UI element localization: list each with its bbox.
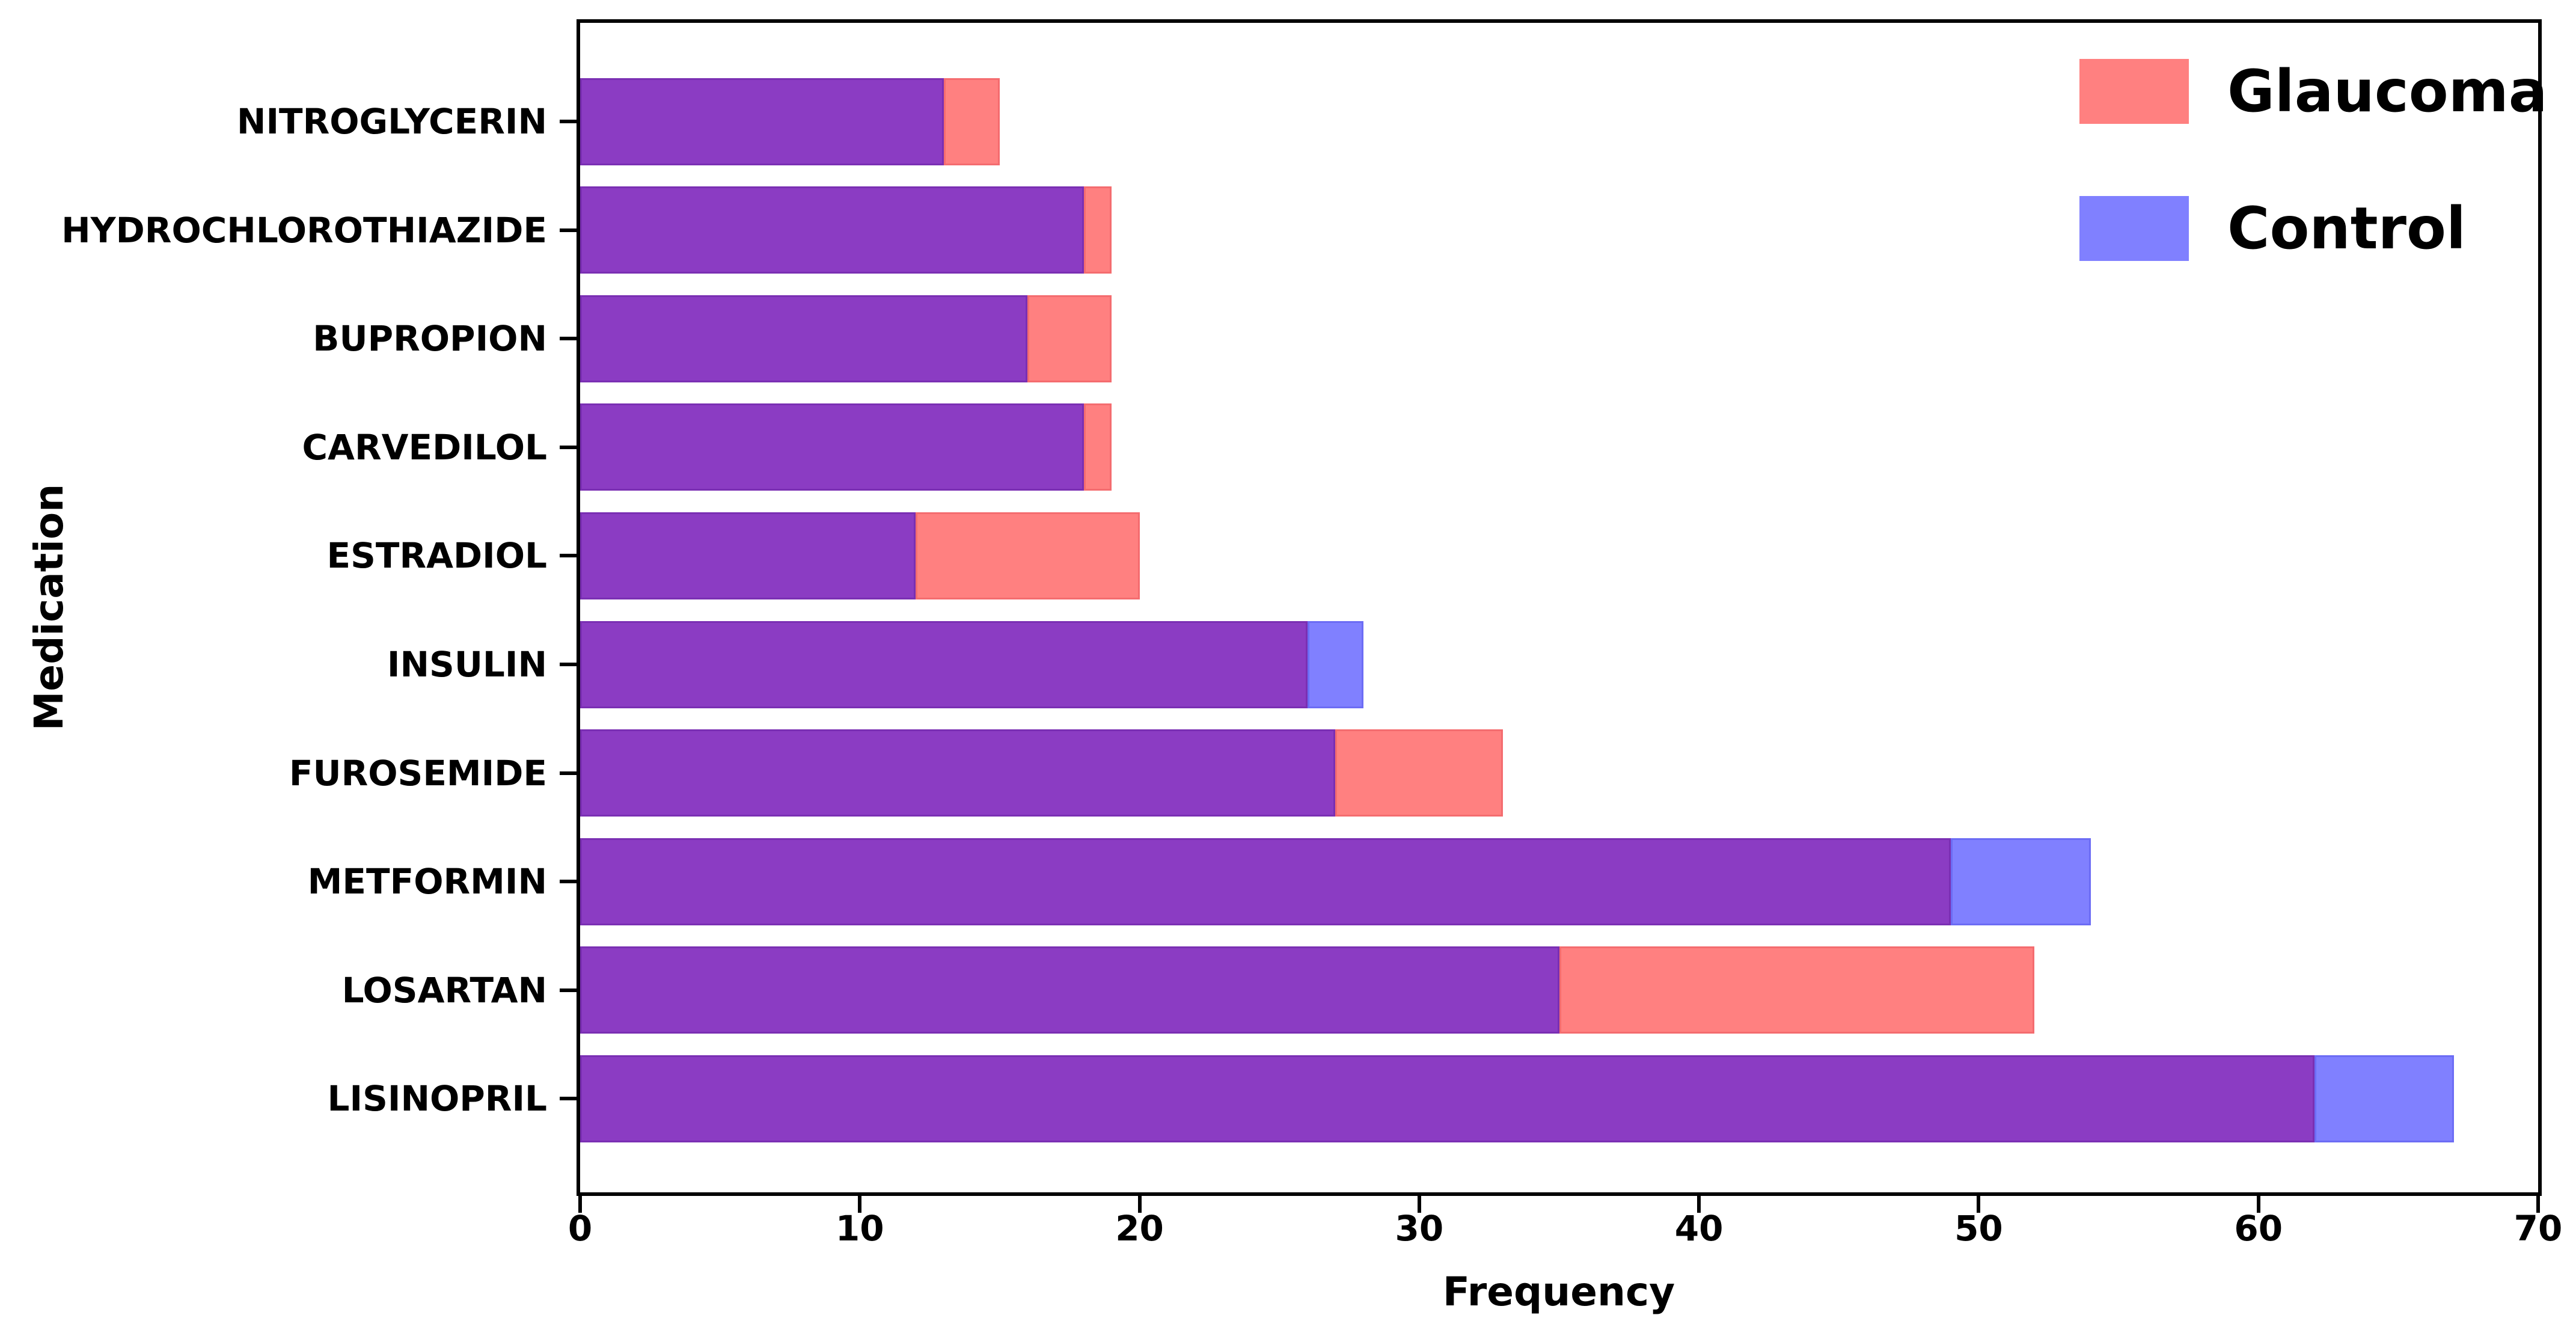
y-tick: [560, 663, 577, 666]
x-tick: [2256, 1196, 2260, 1213]
x-tick-label: 0: [568, 1208, 593, 1249]
category-label-bupropion: BUPROPION: [313, 318, 547, 360]
y-tick: [560, 880, 577, 884]
bar-segment-glaucoma: [1027, 295, 1112, 382]
bar-estradiol: [580, 512, 1140, 599]
category-label-insulin: INSULIN: [387, 644, 547, 685]
y-axis-title: Medication: [26, 483, 72, 731]
category-label-estradiol: ESTRADIOL: [326, 535, 548, 577]
category-label-losartan: LOSARTAN: [341, 969, 547, 1011]
bar-segment-overlap: [580, 403, 1084, 491]
bar-segment-overlap: [580, 78, 944, 165]
bar-segment-glaucoma: [1559, 946, 2035, 1034]
x-tick: [1417, 1196, 1421, 1213]
bar-segment-overlap: [580, 1055, 2314, 1142]
bar-nitroglycerin: [580, 78, 1000, 165]
x-tick: [858, 1196, 862, 1213]
bar-insulin: [580, 621, 1363, 708]
x-tick: [1977, 1196, 1981, 1213]
y-tick: [560, 1097, 577, 1101]
bar-segment-overlap: [580, 621, 1308, 708]
bar-carvedilol: [580, 403, 1112, 491]
bar-segment-overlap: [580, 295, 1028, 382]
legend-swatch-control: [2079, 196, 2189, 261]
bar-segment-control: [1950, 838, 2091, 925]
x-tick-label: 50: [1954, 1208, 2003, 1249]
x-tick-label: 10: [835, 1208, 884, 1249]
bar-segment-glaucoma: [916, 512, 1140, 599]
bar-hydrochlorothiazide: [580, 186, 1112, 274]
bar-segment-control: [1307, 621, 1363, 708]
bar-segment-glaucoma: [1083, 186, 1112, 274]
bar-segment-overlap: [580, 838, 1951, 925]
legend-swatch-glaucoma: [2079, 59, 2189, 124]
bar-lisinopril: [580, 1055, 2455, 1142]
category-label-furosemide: FUROSEMIDE: [289, 752, 547, 794]
bar-segment-overlap: [580, 186, 1084, 274]
bar-segment-overlap: [580, 512, 916, 599]
y-tick: [560, 120, 577, 123]
x-tick-label: 60: [2234, 1208, 2283, 1249]
bar-segment-control: [2314, 1055, 2455, 1142]
x-tick-label: 40: [1674, 1208, 1724, 1249]
bar-furosemide: [580, 729, 1504, 817]
x-tick-label: 20: [1115, 1208, 1164, 1249]
legend-label: Glaucoma: [2227, 58, 2548, 125]
bar-metformin: [580, 838, 2091, 925]
category-label-metformin: METFORMIN: [307, 861, 547, 903]
y-tick: [560, 554, 577, 558]
plot-area: [560, 19, 2542, 1213]
bar-segment-glaucoma: [943, 78, 1000, 165]
x-axis-title: Frequency: [1442, 1269, 1675, 1315]
category-label-nitroglycerin: NITROGLYCERIN: [236, 101, 547, 142]
bar-segment-glaucoma: [1083, 403, 1112, 491]
x-tick-label: 70: [2513, 1208, 2563, 1249]
legend-entry-control: Control: [2079, 196, 2466, 261]
y-tick: [560, 337, 577, 341]
y-tick: [560, 771, 577, 775]
y-tick: [560, 988, 577, 992]
x-tick: [578, 1196, 582, 1213]
category-label-lisinopril: LISINOPRIL: [327, 1078, 547, 1120]
x-tick: [1697, 1196, 1701, 1213]
bar-losartan: [580, 946, 2035, 1034]
x-tick: [1137, 1196, 1142, 1213]
y-tick: [560, 228, 577, 232]
y-tick: [560, 445, 577, 449]
legend-entry-glaucoma: Glaucoma: [2079, 59, 2548, 124]
x-tick-label: 30: [1395, 1208, 1444, 1249]
bar-segment-glaucoma: [1335, 729, 1504, 817]
bar-segment-overlap: [580, 946, 1559, 1034]
bar-segment-overlap: [580, 729, 1336, 817]
bar-bupropion: [580, 295, 1112, 382]
legend-label: Control: [2227, 195, 2466, 262]
category-label-hydrochlorothiazide: HYDROCHLOROTHIAZIDE: [61, 209, 547, 251]
category-label-carvedilol: CARVEDILOL: [302, 426, 547, 468]
x-tick: [2536, 1196, 2540, 1213]
